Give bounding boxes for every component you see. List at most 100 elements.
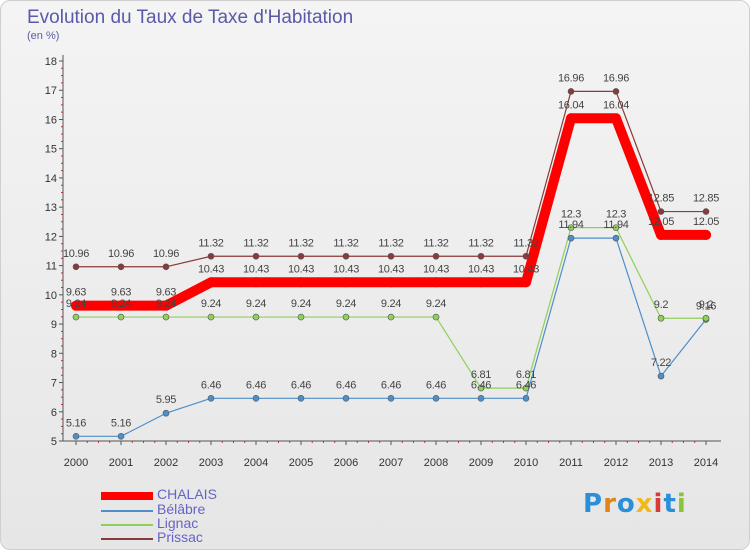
x-tick-label: 2008 [424, 457, 448, 469]
legend-label-belabre: Bélâbre [157, 501, 206, 517]
data-label-belabre: 6.46 [291, 379, 311, 391]
y-tick-label: 16 [45, 114, 57, 126]
y-tick-label: 18 [45, 56, 57, 68]
data-point-chalais [656, 229, 666, 240]
data-point-belabre [612, 234, 620, 242]
data-point-lignac [72, 313, 80, 321]
y-tick-label: 14 [45, 173, 57, 185]
data-label-chalais: 9.63 [111, 287, 131, 299]
data-label-prissac: 11.32 [288, 237, 313, 249]
data-label-belabre: 6.46 [516, 379, 536, 391]
legend-label-chalais: CHALAIS [157, 486, 217, 502]
data-label-belabre: 6.46 [426, 379, 446, 391]
data-point-chalais [431, 277, 441, 288]
data-point-lignac [162, 313, 170, 321]
data-label-belabre: 7.22 [651, 357, 671, 369]
data-point-lignac [297, 313, 305, 321]
data-label-belabre: 6.46 [201, 379, 221, 391]
data-label-chalais: 10.43 [378, 263, 404, 275]
legend-label-prissac: Prissac [157, 529, 203, 545]
legend-swatch-belabre [101, 510, 153, 512]
data-label-lignac: 12.3 [561, 209, 581, 221]
logo-letter: r [603, 489, 617, 519]
data-label-belabre: 6.46 [471, 379, 491, 391]
data-label-belabre: 5.95 [156, 394, 176, 406]
y-tick-label: 15 [45, 144, 57, 156]
x-tick-label: 2009 [469, 457, 493, 469]
data-label-prissac: 12.85 [693, 193, 719, 205]
data-point-chalais [251, 277, 261, 288]
data-point-chalais [341, 277, 351, 288]
x-tick-label: 2003 [199, 457, 223, 469]
data-point-prissac [702, 208, 710, 215]
data-point-belabre [657, 372, 665, 380]
x-tick-label: 2013 [649, 457, 673, 469]
data-label-chalais: 10.43 [288, 263, 314, 275]
series-points [71, 88, 711, 440]
data-label-lignac: 9.2 [699, 299, 714, 311]
data-label-lignac: 9.24 [291, 298, 311, 310]
chart-unit: (en %) [27, 30, 60, 42]
x-tick-label: 2001 [109, 457, 133, 469]
data-label-prissac: 11.32 [423, 237, 448, 249]
x-tick-label: 2012 [604, 457, 628, 469]
data-point-belabre [387, 395, 395, 402]
data-point-belabre [72, 433, 80, 440]
data-point-belabre [297, 395, 305, 402]
data-label-chalais: 12.05 [648, 216, 674, 228]
data-point-chalais [71, 300, 81, 311]
data-point-prissac [162, 263, 170, 271]
data-label-lignac: 9.24 [156, 298, 176, 310]
data-label-belabre: 11.94 [603, 219, 628, 231]
data-point-lignac [252, 313, 260, 321]
data-point-lignac [117, 313, 125, 321]
data-label-lignac: 9.24 [426, 298, 446, 310]
x-tick-label: 2014 [694, 457, 718, 469]
data-label-chalais: 9.63 [66, 287, 86, 299]
data-label-chalais: 16.04 [603, 99, 629, 111]
x-tick-label: 2002 [154, 457, 178, 469]
y-tick-label: 12 [45, 231, 57, 243]
data-point-lignac [567, 224, 575, 231]
data-point-lignac [702, 314, 710, 322]
data-label-prissac: 11.32 [378, 237, 403, 249]
data-point-lignac [342, 313, 350, 321]
data-point-chalais [611, 113, 621, 124]
data-label-prissac: 12.85 [648, 193, 674, 205]
data-point-chalais [521, 277, 531, 288]
data-label-chalais: 10.43 [513, 263, 539, 275]
data-point-chalais [566, 113, 576, 124]
data-point-lignac [612, 224, 620, 231]
data-point-chalais [296, 277, 306, 288]
data-point-prissac [522, 252, 530, 260]
x-tick-label: 2006 [334, 457, 358, 469]
data-point-chalais [701, 229, 711, 240]
data-label-chalais: 9.63 [156, 287, 176, 299]
data-label-prissac: 11.32 [468, 237, 493, 249]
data-label-prissac: 11.32 [333, 237, 358, 249]
data-label-prissac: 10.96 [153, 248, 179, 260]
data-point-belabre [342, 395, 350, 402]
x-tick-label: 2000 [64, 457, 88, 469]
data-point-prissac [207, 252, 215, 260]
data-label-lignac: 9.24 [201, 298, 221, 310]
data-point-lignac [522, 384, 530, 392]
y-tick-label: 11 [46, 261, 57, 273]
data-label-lignac: 9.24 [111, 298, 131, 310]
logo-letter: P [583, 489, 604, 519]
data-point-prissac [297, 252, 305, 260]
x-tick-label: 2010 [514, 457, 538, 469]
data-point-chalais [206, 277, 216, 288]
y-tick-label: 6 [51, 407, 57, 419]
x-tick-label: 2011 [559, 457, 583, 469]
x-tick-label: 2004 [244, 457, 268, 469]
data-point-prissac [612, 88, 620, 95]
data-point-lignac [207, 313, 215, 321]
data-label-prissac: 11.32 [198, 237, 223, 249]
data-point-belabre [522, 395, 530, 402]
y-tick-label: 10 [45, 290, 57, 302]
data-point-belabre [252, 395, 260, 402]
data-point-chalais [476, 277, 486, 288]
data-point-chalais [161, 300, 171, 311]
